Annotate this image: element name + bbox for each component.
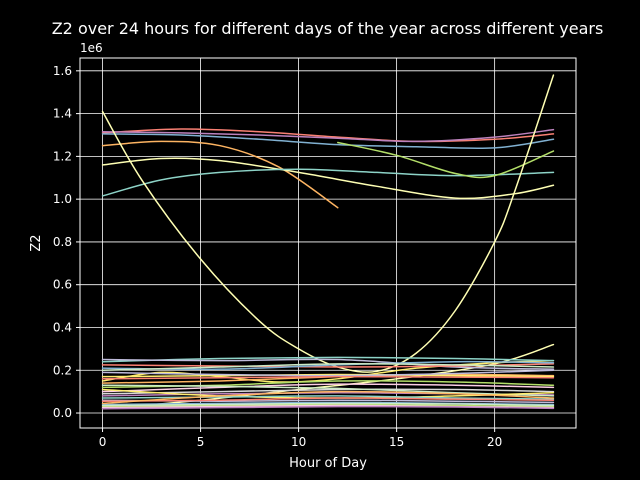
y-tick-label: 0.8 <box>53 235 72 249</box>
series-line-11 <box>101 356 555 363</box>
series-line-7 <box>337 141 555 179</box>
series-line-34 <box>101 375 555 380</box>
plot-frame <box>79 57 577 429</box>
y-offset-label: 1e6 <box>80 41 103 55</box>
series-line-3 <box>101 128 555 143</box>
y-tick-label: 1.6 <box>53 64 72 78</box>
series-line-23 <box>101 395 555 400</box>
y-tick-label: 0.4 <box>53 320 72 334</box>
series-line-8 <box>101 74 555 373</box>
series-line-27 <box>101 390 555 405</box>
series-line-6 <box>101 168 555 197</box>
series-line-14 <box>101 360 555 371</box>
x-tick-label: 0 <box>99 435 107 449</box>
series-line-5 <box>101 157 555 200</box>
x-axis-label: Hour of Day <box>289 456 367 471</box>
y-tick-label: 0.2 <box>53 363 72 377</box>
series-line-32 <box>101 373 555 378</box>
series-line-1 <box>101 128 555 143</box>
series-line-12 <box>101 358 555 370</box>
series-line-15 <box>101 363 555 371</box>
series-line-25 <box>101 397 555 403</box>
y-tick-label: 1.2 <box>53 149 72 163</box>
y-axis-label: Z2 <box>29 234 44 251</box>
series-line-21 <box>101 384 555 397</box>
x-tick-label: 20 <box>487 435 502 449</box>
y-tick-label: 0.6 <box>53 278 72 292</box>
chart-title: Z2 over 24 hours for different days of t… <box>52 19 604 38</box>
y-tick-label: 1.0 <box>53 192 72 206</box>
series-line-30 <box>101 405 555 410</box>
y-tick-label: 1.4 <box>53 107 72 121</box>
series-line-31 <box>101 402 555 407</box>
y-tick-label: 0.0 <box>53 406 72 420</box>
y-axis-ticks: 0.0 0.2 0.4 0.6 0.8 1.0 1.2 1.4 1.6 <box>53 64 80 420</box>
series-lines <box>101 74 555 410</box>
series-line-33 <box>101 369 555 377</box>
series-line-2 <box>101 133 555 150</box>
series-line-4 <box>101 140 339 209</box>
x-tick-label: 10 <box>291 435 306 449</box>
x-tick-label: 15 <box>389 435 404 449</box>
series-line-18 <box>101 383 555 393</box>
series-line-28 <box>101 403 555 408</box>
x-tick-label: 5 <box>197 435 205 449</box>
series-line-19 <box>101 388 555 395</box>
x-axis-ticks: 0 5 10 15 20 <box>99 428 502 449</box>
